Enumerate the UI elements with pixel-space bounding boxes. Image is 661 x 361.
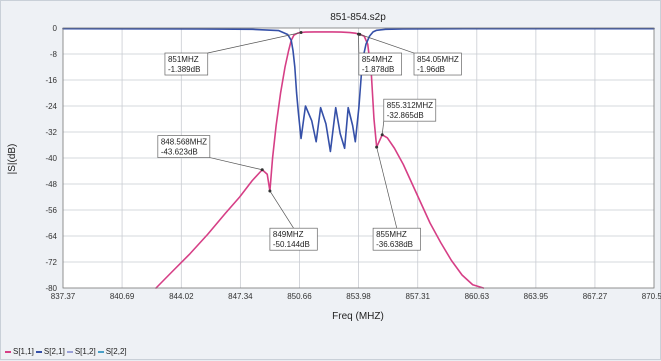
y-tick-label: -48 [45, 180, 57, 189]
marker-point [300, 31, 303, 34]
y-tick-label: -16 [45, 76, 57, 85]
legend: S[1,1] S[2,1] S[1,2] S[2,2] [5, 347, 127, 356]
x-axis-title: Freq (MHZ) [332, 311, 384, 322]
marker-value-label: -1.96dB [417, 65, 445, 74]
marker-frequency-label: 854MHZ [362, 55, 393, 64]
marker-frequency-label: 855.312MHZ [387, 101, 433, 110]
legend-item: S[2,1] [36, 347, 65, 356]
x-tick-label: 860.63 [465, 292, 490, 301]
y-tick-label: -64 [45, 232, 57, 241]
legend-item: S[1,1] [5, 347, 34, 356]
marker-value-label: -36.638dB [376, 240, 413, 249]
y-tick-label: 0 [53, 24, 58, 33]
marker-point [358, 33, 361, 36]
marker-point [261, 168, 264, 171]
marker-frequency-label: 854.05MHZ [417, 55, 459, 64]
legend-label: S[1,1] [13, 347, 34, 356]
marker-frequency-label: 848.568MHZ [161, 138, 207, 147]
legend-label: S[2,2] [106, 347, 127, 356]
x-tick-label: 837.37 [51, 292, 76, 301]
legend-swatch [36, 351, 42, 353]
legend-label: S[2,1] [44, 347, 65, 356]
legend-label: S[1,2] [75, 347, 96, 356]
y-tick-label: -56 [45, 206, 57, 215]
marker-value-label: -1.878dB [362, 65, 394, 74]
marker-point [381, 133, 384, 136]
y-tick-label: -40 [45, 154, 57, 163]
marker-value-label: -32.865dB [387, 111, 424, 120]
x-tick-label: 867.27 [583, 292, 608, 301]
marker-frequency-label: 855MHZ [376, 230, 407, 239]
y-axis-title: |S|(dB) [7, 144, 18, 175]
marker-point [375, 146, 378, 149]
marker-value-label: -50.144dB [273, 240, 310, 249]
x-tick-label: 857.31 [406, 292, 431, 301]
y-tick-label: -32 [45, 128, 57, 137]
x-tick-label: 870.59 [642, 292, 661, 301]
marker-value-label: -43.623dB [161, 148, 198, 157]
y-tick-label: -24 [45, 102, 57, 111]
x-tick-label: 853.98 [346, 292, 371, 301]
legend-item: S[2,2] [98, 347, 127, 356]
marker-value-label: -1.389dB [168, 65, 200, 74]
marker-frequency-label: 849MHZ [273, 230, 304, 239]
y-tick-label: -72 [45, 258, 57, 267]
legend-swatch [98, 351, 104, 353]
legend-swatch [5, 351, 11, 353]
marker-point [268, 189, 271, 192]
y-tick-label: -80 [45, 284, 57, 293]
y-tick-label: -8 [50, 50, 58, 59]
x-tick-label: 863.95 [524, 292, 549, 301]
x-tick-label: 844.02 [169, 292, 194, 301]
marker-frequency-label: 851MHZ [168, 55, 199, 64]
x-tick-label: 850.66 [287, 292, 312, 301]
chart-title: 851-854.s2p [330, 12, 386, 23]
legend-item: S[1,2] [67, 347, 96, 356]
x-tick-label: 840.69 [110, 292, 135, 301]
legend-swatch [67, 351, 73, 353]
x-tick-label: 847.34 [228, 292, 253, 301]
